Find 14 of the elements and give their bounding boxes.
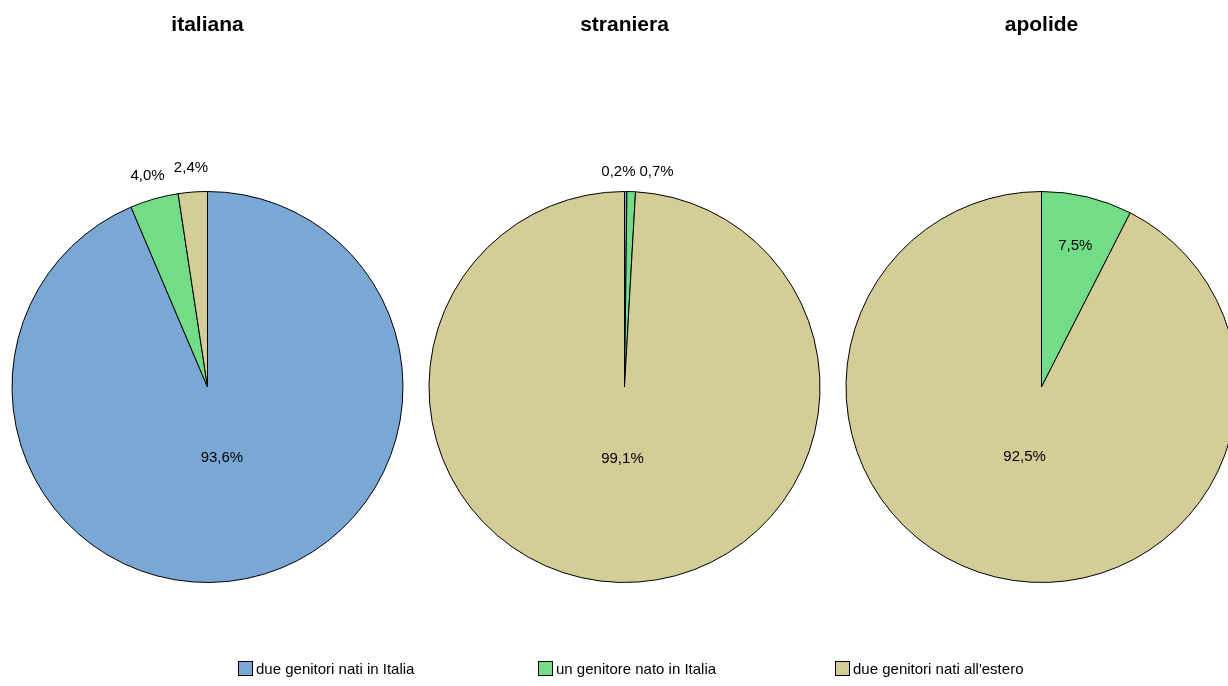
chart-title: italiana: [170, 12, 245, 36]
legend-label: due genitori nati all'estero: [852, 660, 1024, 678]
chart-title: apolide: [1003, 12, 1080, 36]
data-label: 0,7%: [639, 161, 674, 179]
chart-title: straniera: [579, 12, 670, 36]
legend-label: un genitore nato in Italia: [555, 660, 717, 678]
data-label: 7,5%: [1058, 236, 1093, 254]
data-label: 93,6%: [200, 448, 244, 466]
data-label: 92,5%: [1003, 447, 1046, 465]
data-label: 4,0%: [130, 165, 165, 183]
data-label: 0,2%: [601, 161, 636, 179]
data-label: 99,1%: [601, 449, 644, 467]
legend-label: due genitori nati in Italia: [255, 660, 415, 678]
data-label: 2,4%: [173, 158, 209, 176]
